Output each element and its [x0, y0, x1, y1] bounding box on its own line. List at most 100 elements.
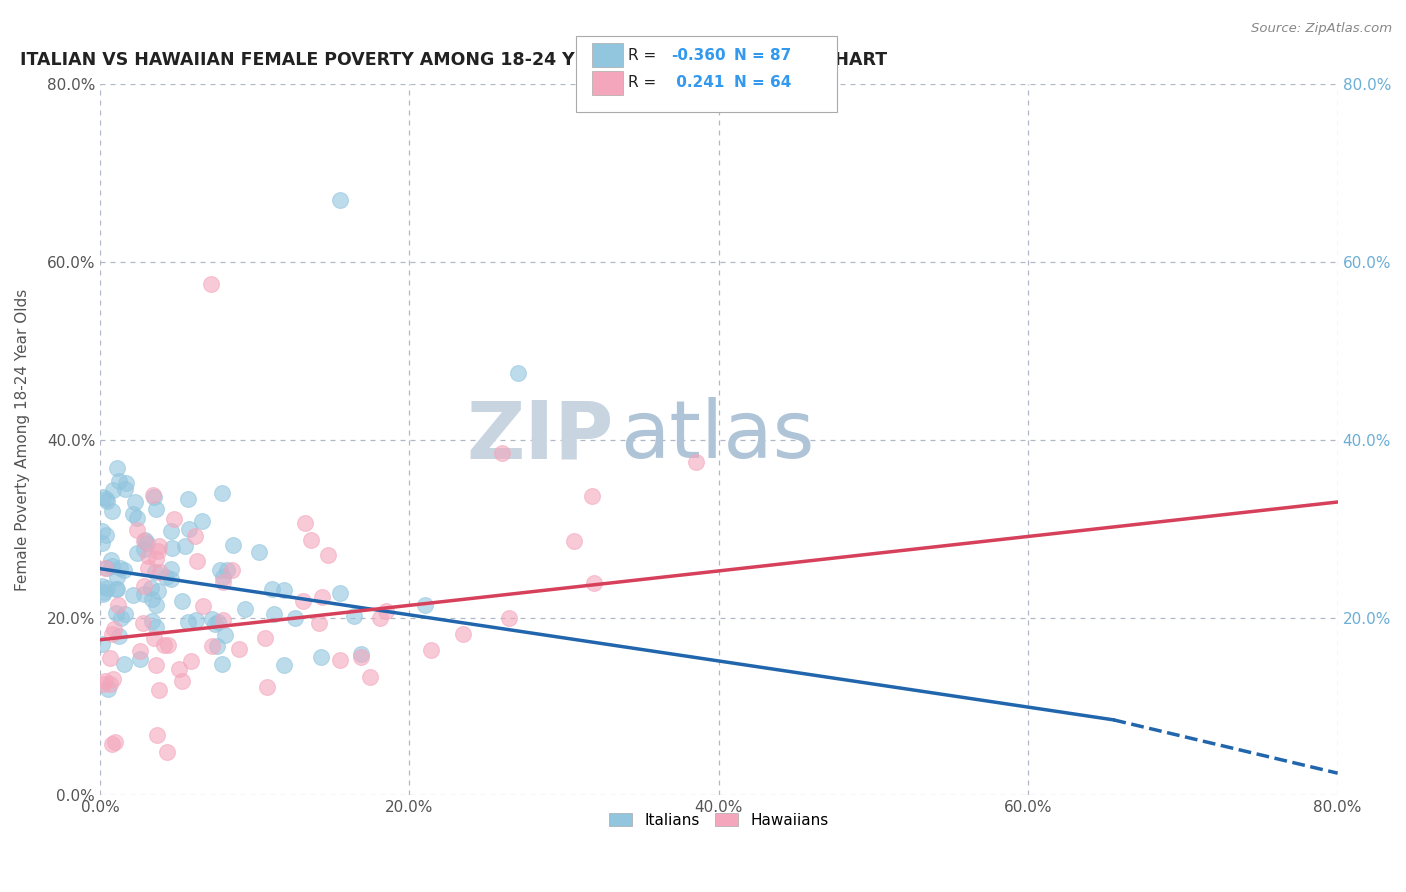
- Text: -0.360: -0.360: [671, 48, 725, 62]
- Point: [256, 680, 278, 694]
- Point: [581, 489, 603, 503]
- Point: [96, 561, 118, 575]
- Point: [491, 446, 513, 460]
- Point: [148, 539, 170, 553]
- Text: R =: R =: [628, 48, 662, 62]
- Point: [107, 474, 129, 488]
- Point: [98, 651, 121, 665]
- Point: [176, 615, 198, 629]
- Point: [112, 563, 135, 577]
- Point: [114, 607, 136, 621]
- Point: [172, 594, 194, 608]
- Point: [141, 488, 163, 502]
- Point: [186, 554, 208, 568]
- Point: [143, 566, 166, 580]
- Point: [160, 541, 183, 555]
- Point: [160, 561, 183, 575]
- Point: [211, 657, 233, 672]
- Point: [110, 560, 132, 574]
- Point: [451, 627, 474, 641]
- Point: [329, 193, 352, 207]
- Point: [105, 570, 128, 584]
- Point: [127, 524, 149, 538]
- Point: [101, 559, 124, 574]
- Point: [105, 606, 128, 620]
- Point: [93, 585, 115, 599]
- Point: [101, 483, 124, 497]
- Point: [329, 653, 352, 667]
- Point: [294, 516, 316, 530]
- Point: [132, 579, 155, 593]
- Point: [134, 533, 156, 548]
- Point: [91, 490, 114, 504]
- Point: [263, 607, 285, 621]
- Point: [124, 495, 146, 509]
- Point: [107, 582, 129, 597]
- Point: [350, 647, 373, 661]
- Point: [191, 514, 214, 528]
- Point: [145, 502, 167, 516]
- Text: ITALIAN VS HAWAIIAN FEMALE POVERTY AMONG 18-24 YEAR OLDS CORRELATION CHART: ITALIAN VS HAWAIIAN FEMALE POVERTY AMONG…: [20, 51, 887, 69]
- Point: [149, 565, 172, 579]
- Point: [200, 277, 222, 292]
- Point: [104, 735, 127, 749]
- Point: [420, 643, 443, 657]
- Point: [214, 628, 236, 642]
- Point: [101, 737, 124, 751]
- Point: [136, 549, 159, 563]
- Point: [153, 638, 176, 652]
- Point: [222, 538, 245, 552]
- Point: [155, 570, 177, 584]
- Point: [209, 563, 232, 577]
- Point: [94, 491, 117, 506]
- Point: [145, 551, 167, 566]
- Point: [146, 728, 169, 742]
- Point: [107, 598, 129, 612]
- Point: [139, 582, 162, 596]
- Text: N = 64: N = 64: [734, 76, 792, 90]
- Point: [329, 586, 352, 600]
- Point: [143, 631, 166, 645]
- Point: [157, 638, 180, 652]
- Point: [316, 548, 339, 562]
- Point: [221, 563, 243, 577]
- Point: [160, 524, 183, 538]
- Point: [247, 545, 270, 559]
- Y-axis label: Female Poverty Among 18-24 Year Olds: Female Poverty Among 18-24 Year Olds: [15, 289, 30, 591]
- Point: [90, 524, 112, 538]
- Point: [104, 582, 127, 597]
- Point: [143, 491, 166, 505]
- Point: [90, 535, 112, 549]
- Text: Source: ZipAtlas.com: Source: ZipAtlas.com: [1251, 22, 1392, 36]
- Point: [103, 622, 125, 636]
- Point: [350, 650, 373, 665]
- Point: [96, 494, 118, 508]
- Point: [122, 507, 145, 521]
- Point: [167, 662, 190, 676]
- Point: [136, 560, 159, 574]
- Point: [284, 611, 307, 625]
- Point: [132, 615, 155, 630]
- Point: [308, 616, 330, 631]
- Point: [125, 545, 148, 559]
- Point: [359, 670, 381, 684]
- Point: [145, 620, 167, 634]
- Point: [299, 533, 322, 548]
- Point: [132, 542, 155, 557]
- Point: [98, 677, 121, 691]
- Point: [103, 672, 125, 686]
- Point: [159, 572, 181, 586]
- Point: [172, 673, 194, 688]
- Point: [136, 536, 159, 550]
- Point: [91, 579, 114, 593]
- Point: [145, 657, 167, 672]
- Point: [112, 657, 135, 672]
- Text: 0.241: 0.241: [671, 76, 724, 90]
- Text: atlas: atlas: [620, 397, 814, 475]
- Point: [163, 512, 186, 526]
- Point: [368, 611, 391, 625]
- Point: [134, 587, 156, 601]
- Point: [201, 612, 224, 626]
- Point: [228, 641, 250, 656]
- Point: [233, 601, 256, 615]
